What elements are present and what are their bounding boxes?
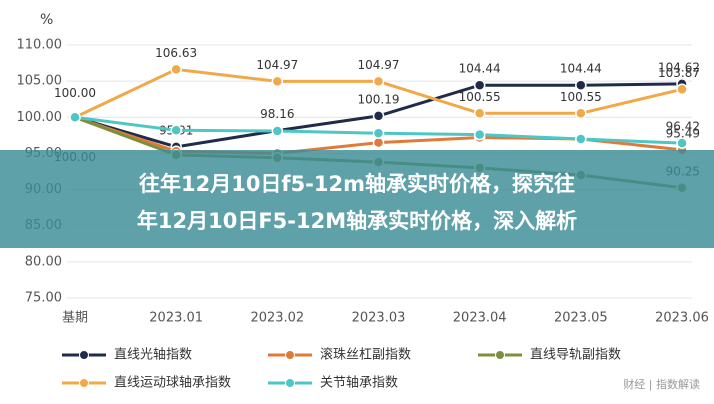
value-label: 95.49: [666, 126, 700, 140]
value-label: 96.42: [666, 120, 700, 134]
data-point: [170, 124, 182, 137]
legend-label: 直线导轨副指数: [530, 348, 621, 363]
data-point: [676, 137, 688, 149]
legend-marker: [79, 350, 89, 360]
value-label: 103.87: [658, 66, 700, 80]
y-axis-label: %: [40, 12, 53, 28]
value-label: 98.16: [260, 107, 294, 121]
legend-marker: [495, 350, 505, 360]
value-label: 100.55: [560, 90, 602, 104]
legend-label: 直线光轴指数: [114, 348, 192, 363]
legend-label: 直线运动球轴承指数: [114, 376, 231, 391]
legend-marker: [79, 378, 89, 388]
value-label: 106.63: [155, 46, 197, 60]
value-label: 104.62: [658, 60, 700, 74]
data-point: [372, 136, 385, 149]
x-tick-label: 2023.06: [655, 311, 709, 326]
data-point: [575, 133, 587, 145]
data-point: [473, 79, 486, 91]
data-point: [575, 107, 587, 120]
data-point: [69, 111, 81, 124]
data-point: [473, 128, 486, 141]
watermark: 财经 | 指数解读: [623, 377, 700, 391]
legend-label: 关节轴承指数: [320, 376, 398, 391]
data-point: [271, 125, 284, 137]
value-label: 104.44: [560, 62, 602, 76]
y-tick-label: 110.00: [17, 38, 63, 53]
data-point: [271, 75, 284, 88]
value-label: 104.44: [459, 62, 501, 76]
legend-label: 滚珠丝杠副指数: [320, 347, 411, 363]
y-tick-label: 100.00: [17, 110, 63, 125]
y-tick-label: 105.00: [17, 74, 63, 89]
data-point: [372, 75, 385, 88]
x-tick-label: 2023.04: [453, 311, 507, 326]
value-label: 104.97: [358, 58, 400, 72]
value-label: 100.19: [358, 92, 400, 106]
value-label: 104.97: [256, 58, 298, 72]
y-tick-label: 75.00: [25, 291, 62, 306]
x-tick-label: 2023.03: [352, 311, 406, 326]
title-banner: [0, 150, 714, 248]
value-label: 100.55: [459, 90, 501, 104]
x-tick-label: 基期: [62, 311, 88, 326]
data-point: [575, 79, 587, 91]
x-tick-label: 2023.02: [250, 311, 304, 326]
title: 年12月10日F5-12M轴承实时价格，深入解析: [137, 209, 577, 233]
title: 往年12月10日f5-12m轴承实时价格，探究往: [139, 172, 575, 196]
x-tick-label: 2023.01: [149, 311, 203, 326]
y-tick-label: 80.00: [25, 254, 62, 269]
data-point: [676, 83, 688, 96]
x-tick-label: 2023.05: [554, 311, 608, 326]
data-point: [170, 63, 182, 76]
data-point: [372, 127, 385, 139]
legend-marker: [285, 350, 295, 360]
legend-marker: [285, 378, 295, 388]
data-point: [473, 107, 486, 120]
data-point: [372, 110, 385, 122]
value-label: 100.00: [54, 86, 96, 100]
